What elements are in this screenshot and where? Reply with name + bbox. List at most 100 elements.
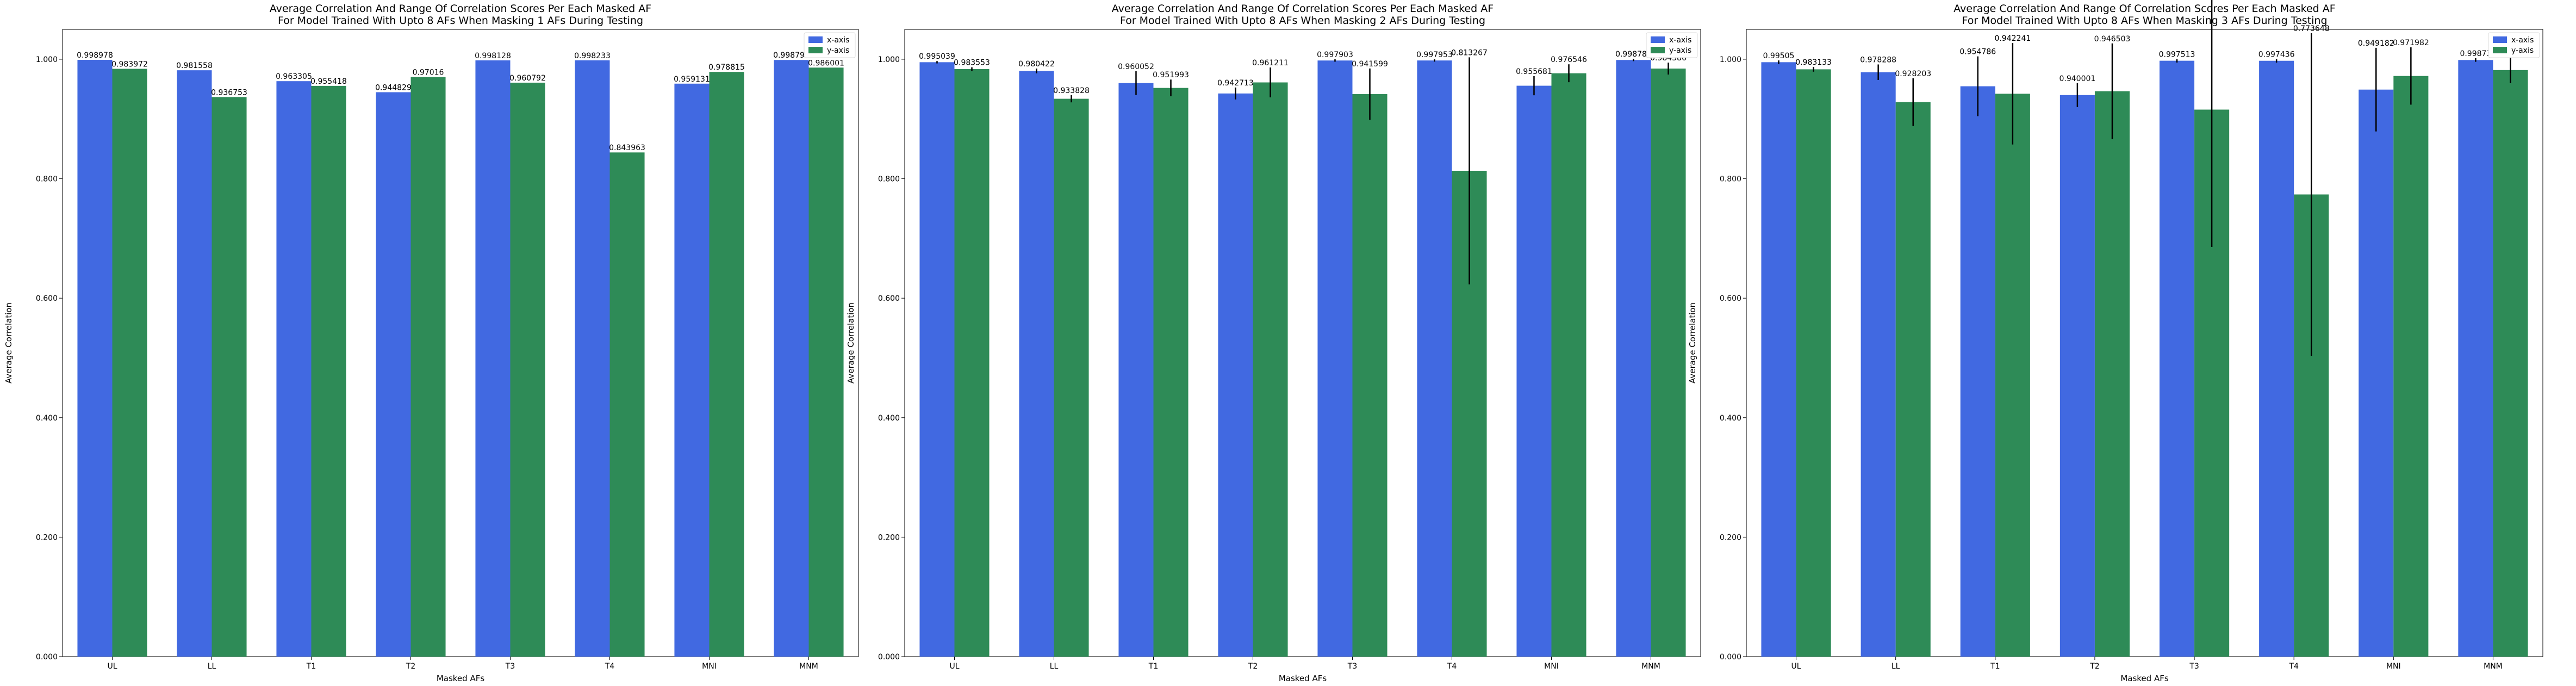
x-tick-label: T4 — [605, 662, 615, 671]
bar-x-axis-UL — [919, 62, 955, 657]
x-tick-label: T1 — [1990, 662, 2000, 671]
data-label: 0.963305 — [276, 72, 312, 81]
x-tick-label: MNI — [2386, 662, 2401, 671]
bar-y-axis-T1 — [1995, 94, 2030, 657]
bar-y-axis-LL — [1895, 102, 1931, 657]
legend-swatch — [1651, 47, 1665, 53]
bar-x-axis-T4 — [2259, 60, 2294, 657]
y-axis-label: Average Correlation — [846, 302, 856, 384]
legend-swatch — [1651, 36, 1665, 43]
legend-label: x-axis — [827, 36, 849, 45]
bar-x-axis-LL — [1861, 72, 1896, 657]
data-label: 0.998785 — [1615, 50, 1652, 59]
data-label: 0.983553 — [954, 59, 990, 67]
y-tick-label: 0.200 — [36, 533, 58, 542]
y-tick-label: 0.800 — [878, 175, 900, 184]
legend-label: y-axis — [827, 46, 849, 55]
data-label: 0.97016 — [413, 69, 444, 77]
bar-x-axis-T2 — [376, 92, 411, 657]
data-label: 0.978288 — [1860, 55, 1896, 64]
y-tick-label: 0.400 — [1720, 414, 1741, 423]
bar-y-axis-MNM — [2493, 70, 2528, 657]
chart-title: Average Correlation And Range Of Correla… — [1953, 3, 2335, 15]
bar-x-axis-T2 — [2059, 95, 2095, 657]
x-tick-label: LL — [1891, 662, 1900, 671]
bar-y-axis-UL — [112, 69, 147, 657]
bar-x-axis-LL — [177, 70, 212, 657]
x-axis-label: Masked AFs — [2120, 673, 2169, 683]
bar-y-axis-MNI — [1551, 73, 1586, 657]
x-tick-label: LL — [1050, 662, 1059, 671]
x-tick-label: LL — [208, 662, 216, 671]
bar-y-axis-T3 — [1352, 94, 1387, 657]
data-label: 0.928203 — [1895, 70, 1931, 78]
bar-y-axis-T2 — [2094, 91, 2130, 657]
bar-x-axis-T3 — [2159, 60, 2195, 657]
bar-x-axis-T1 — [1960, 86, 1995, 657]
data-label: 0.997953 — [1416, 51, 1453, 59]
y-tick-label: 1.000 — [878, 55, 900, 64]
data-label: 0.998791 — [773, 51, 810, 60]
x-tick-label: UL — [1791, 662, 1801, 671]
plot-frame — [62, 29, 859, 657]
data-label: 0.960052 — [1118, 63, 1154, 71]
data-label: 0.998128 — [475, 52, 511, 60]
data-label: 0.944829 — [375, 83, 412, 92]
data-label: 0.983972 — [111, 60, 148, 69]
data-label: 0.941599 — [1352, 60, 1388, 69]
bar-x-axis-MNM — [2458, 60, 2493, 657]
bar-x-axis-MNI — [674, 83, 710, 657]
data-label: 0.995039 — [919, 52, 955, 61]
data-label: 0.946503 — [2094, 35, 2131, 44]
data-label: 0.980422 — [1018, 60, 1055, 69]
data-label: 0.940001 — [2059, 75, 2095, 83]
data-label: 0.998233 — [574, 52, 611, 60]
data-label: 0.998978 — [77, 51, 113, 60]
x-tick-label: MNM — [2484, 662, 2503, 671]
x-tick-label: T1 — [306, 662, 316, 671]
legend-label: x-axis — [2511, 36, 2534, 45]
x-tick-label: T4 — [1447, 662, 1457, 671]
data-label: 0.978815 — [708, 63, 745, 72]
legend-swatch — [808, 47, 823, 53]
bar-x-axis-MNM — [774, 60, 809, 657]
y-tick-label: 1.000 — [36, 55, 58, 64]
data-label: 0.997513 — [2159, 50, 2195, 59]
x-tick-label: T1 — [1148, 662, 1158, 671]
x-tick-label: T2 — [1248, 662, 1258, 671]
data-label: 0.997436 — [2258, 50, 2295, 59]
bar-y-axis-T2 — [410, 77, 446, 657]
bar-y-axis-MNM — [808, 67, 844, 657]
y-tick-label: 0.600 — [36, 294, 58, 303]
y-tick-label: 0.000 — [1720, 653, 1741, 662]
y-tick-label: 0.600 — [1720, 294, 1741, 303]
data-label: 0.997903 — [1317, 51, 1353, 59]
y-axis-label: Average Correlation — [4, 302, 14, 384]
bar-y-axis-MNI — [2393, 76, 2429, 657]
bar-x-axis-LL — [1019, 71, 1054, 657]
data-label: 0.949182 — [2358, 39, 2394, 48]
x-tick-label: T2 — [2089, 662, 2099, 671]
data-label: 0.942713 — [1217, 79, 1254, 88]
bar-y-axis-LL — [211, 97, 247, 657]
chart-subtitle: For Model Trained With Upto 8 AFs When M… — [1120, 15, 1485, 27]
data-label: 0.955418 — [310, 77, 347, 86]
x-tick-label: UL — [949, 662, 959, 671]
bar-x-axis-T2 — [1218, 93, 1253, 657]
legend-swatch — [2493, 47, 2507, 53]
data-label: 0.983133 — [1795, 58, 1832, 67]
y-tick-label: 0.800 — [36, 175, 58, 184]
chart-title: Average Correlation And Range Of Correla… — [1112, 3, 1494, 15]
x-tick-label: T2 — [406, 662, 415, 671]
chart-subtitle: For Model Trained With Upto 8 AFs When M… — [278, 15, 643, 27]
data-label: 0.951993 — [1153, 71, 1189, 79]
bar-x-axis-MNI — [2359, 89, 2394, 657]
chart-panel-2: Average Correlation And Range Of Correla… — [846, 3, 1701, 683]
bar-x-axis-MNM — [1616, 60, 1651, 657]
bar-x-axis-T1 — [276, 81, 312, 657]
data-label: 0.955681 — [1516, 67, 1552, 76]
bar-x-axis-UL — [77, 60, 113, 657]
bar-x-axis-T3 — [475, 60, 511, 657]
